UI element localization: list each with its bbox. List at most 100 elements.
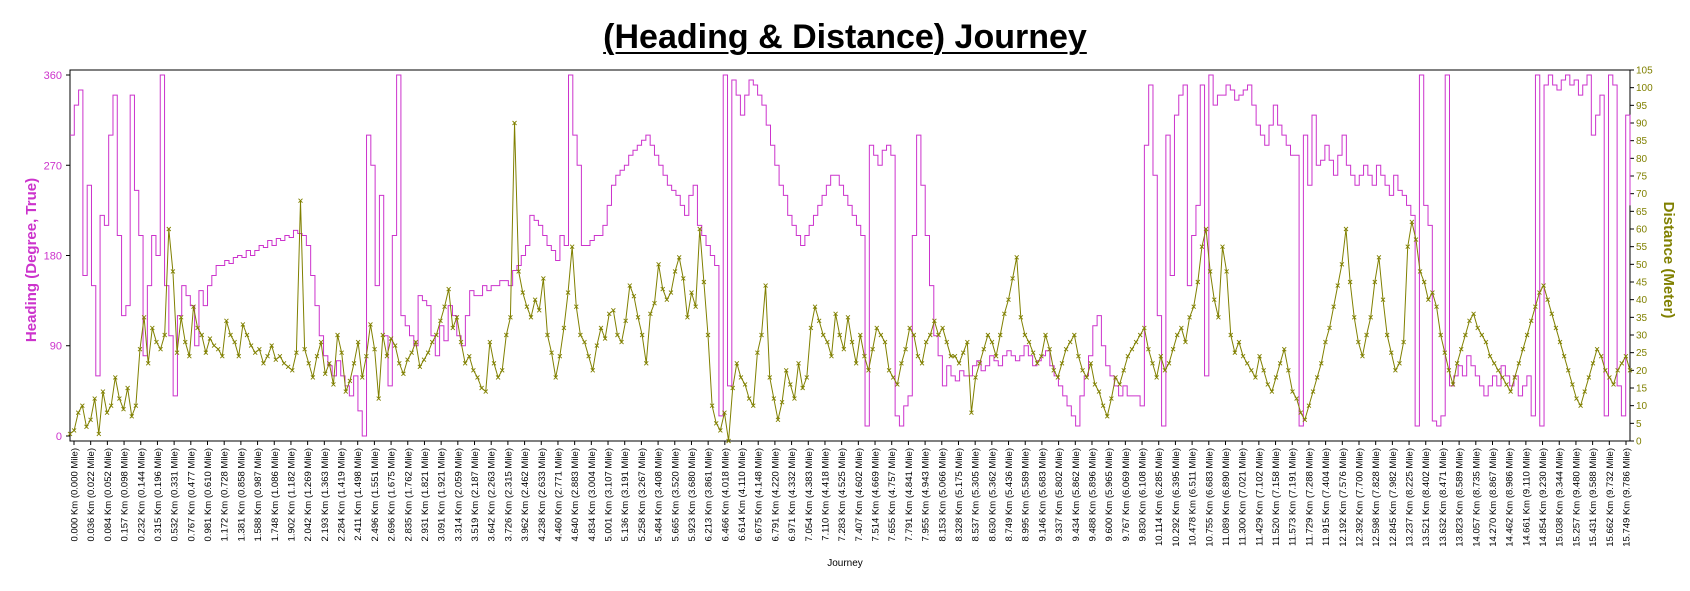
- x-tick-label: 5.136 Km (3.191 Mile): [620, 448, 631, 541]
- distance-point: [1158, 353, 1164, 359]
- distance-point: [1072, 332, 1077, 338]
- distance-point: [1187, 315, 1192, 320]
- distance-point: [1430, 290, 1435, 295]
- distance-point: [825, 339, 830, 345]
- distance-point: [1174, 332, 1180, 338]
- distance-point: [1092, 382, 1098, 387]
- distance-point: [734, 360, 740, 366]
- x-tick-label: 7.283 Km (4.525 Mile): [837, 448, 848, 541]
- distance-point: [767, 375, 773, 380]
- distance-point: [1257, 353, 1262, 359]
- distance-point: [1537, 290, 1542, 295]
- distance-point: [1594, 346, 1600, 352]
- distance-point: [434, 332, 439, 338]
- distance-point: [1273, 375, 1279, 380]
- y-right-tick-label: 10: [1636, 401, 1648, 412]
- distance-point: [536, 307, 542, 313]
- distance-point: [1277, 360, 1283, 366]
- x-tick-label: 4.834 Km (3.004 Mile): [587, 448, 598, 541]
- distance-point: [158, 346, 163, 352]
- x-tick-label: 3.726 Km (2.315 Mile): [503, 448, 514, 541]
- distance-point: [1096, 389, 1102, 394]
- distance-point: [1438, 332, 1443, 338]
- distance-point: [866, 368, 871, 373]
- distance-point: [689, 290, 694, 295]
- distance-point: [742, 382, 748, 387]
- x-tick-label: 1.588 Km (0.987 Mile): [253, 448, 264, 541]
- distance-point: [771, 396, 777, 401]
- distance-point: [1450, 382, 1456, 387]
- x-tick-label: 10.292 Km (6.395 Mile): [1171, 448, 1182, 547]
- x-tick-label: 6.614 Km (4.110 Mile): [737, 448, 748, 541]
- distance-point: [878, 332, 884, 338]
- distance-point: [1034, 360, 1040, 366]
- distance-point: [1339, 262, 1345, 267]
- distance-point: [792, 396, 797, 401]
- left-axis: 0 90 180 270 360: [44, 70, 70, 443]
- distance-point: [1553, 325, 1559, 331]
- distance-point: [154, 339, 159, 345]
- distance-point: [763, 283, 768, 288]
- distance-point: [1224, 269, 1229, 274]
- distance-point: [1504, 382, 1509, 387]
- distance-point: [985, 332, 991, 338]
- distance-point: [1002, 311, 1007, 317]
- distance-point: [1318, 360, 1324, 366]
- distance-point: [326, 360, 332, 366]
- distance-point: [857, 332, 863, 338]
- x-tick-label: 2.696 Km (1.675 Mile): [387, 448, 398, 541]
- distance-point: [1586, 375, 1592, 380]
- distance-point: [277, 353, 283, 359]
- distance-point: [1240, 353, 1246, 359]
- distance-point: [195, 325, 200, 331]
- distance-point: [166, 226, 172, 232]
- distance-point: [919, 360, 925, 366]
- x-tick-label: 15.749 Km (9.786 Mile): [1622, 448, 1633, 547]
- distance-point: [1533, 304, 1538, 310]
- x-tick-label: 14.854 Km (9.230 Mile): [1538, 448, 1549, 547]
- distance-point: [520, 290, 526, 295]
- distance-point: [1228, 332, 1234, 338]
- distance-point: [849, 339, 855, 345]
- x-tick-label: 1.902 Km (1.182 Mile): [286, 448, 297, 541]
- distance-point: [1207, 269, 1213, 274]
- x-tick-label: 13.237 Km (8.225 Mile): [1405, 448, 1416, 547]
- x-tick-label: 15.038 Km (9.344 Mile): [1555, 448, 1566, 547]
- distance-point: [359, 375, 365, 380]
- distance-point: [1405, 244, 1411, 249]
- y-right-tick-label: 0: [1636, 437, 1642, 448]
- distance-point: [302, 346, 307, 352]
- distance-point: [685, 315, 690, 320]
- x-tick-label: 9.767 Km (6.069 Mile): [1121, 448, 1132, 541]
- distance-point: [932, 318, 937, 324]
- distance-point: [1154, 375, 1159, 380]
- distance-point: [964, 339, 970, 345]
- x-tick-label: 15.662 Km (9.732 Mile): [1605, 448, 1616, 547]
- x-tick-label: 11.089 Km (6.890 Mile): [1221, 448, 1232, 546]
- distance-point: [401, 371, 406, 377]
- distance-point: [627, 283, 633, 288]
- x-tick-label: 3.962 Km (2.462 Mile): [520, 448, 531, 541]
- distance-point: [812, 304, 818, 310]
- x-tick-label: 2.835 Km (1.762 Mile): [403, 448, 414, 541]
- distance-point: [322, 371, 328, 377]
- distance-point: [960, 350, 966, 355]
- distance-point: [746, 396, 752, 401]
- x-tick-label: 10.114 Km (6.285 Mile): [1154, 448, 1165, 546]
- x-tick-label: 9.488 Km (5.896 Mile): [1087, 448, 1098, 541]
- distance-point: [911, 332, 917, 338]
- x-tick-label: 7.054 Km (4.383 Mile): [804, 448, 815, 541]
- distance-point: [1479, 332, 1485, 338]
- distance-point: [1253, 375, 1258, 380]
- x-tick-label: 10.478 Km (6.511 Mile): [1188, 448, 1199, 546]
- distance-point: [1125, 353, 1131, 359]
- distance-point: [845, 315, 851, 320]
- distance-point: [306, 360, 312, 366]
- distance-point: [1520, 346, 1526, 352]
- distance-point: [573, 304, 579, 310]
- y-left-tick-label: 90: [50, 341, 62, 353]
- distance-point: [150, 325, 155, 331]
- distance-point: [364, 353, 369, 359]
- distance-point: [833, 311, 838, 317]
- distance-point: [1030, 350, 1036, 355]
